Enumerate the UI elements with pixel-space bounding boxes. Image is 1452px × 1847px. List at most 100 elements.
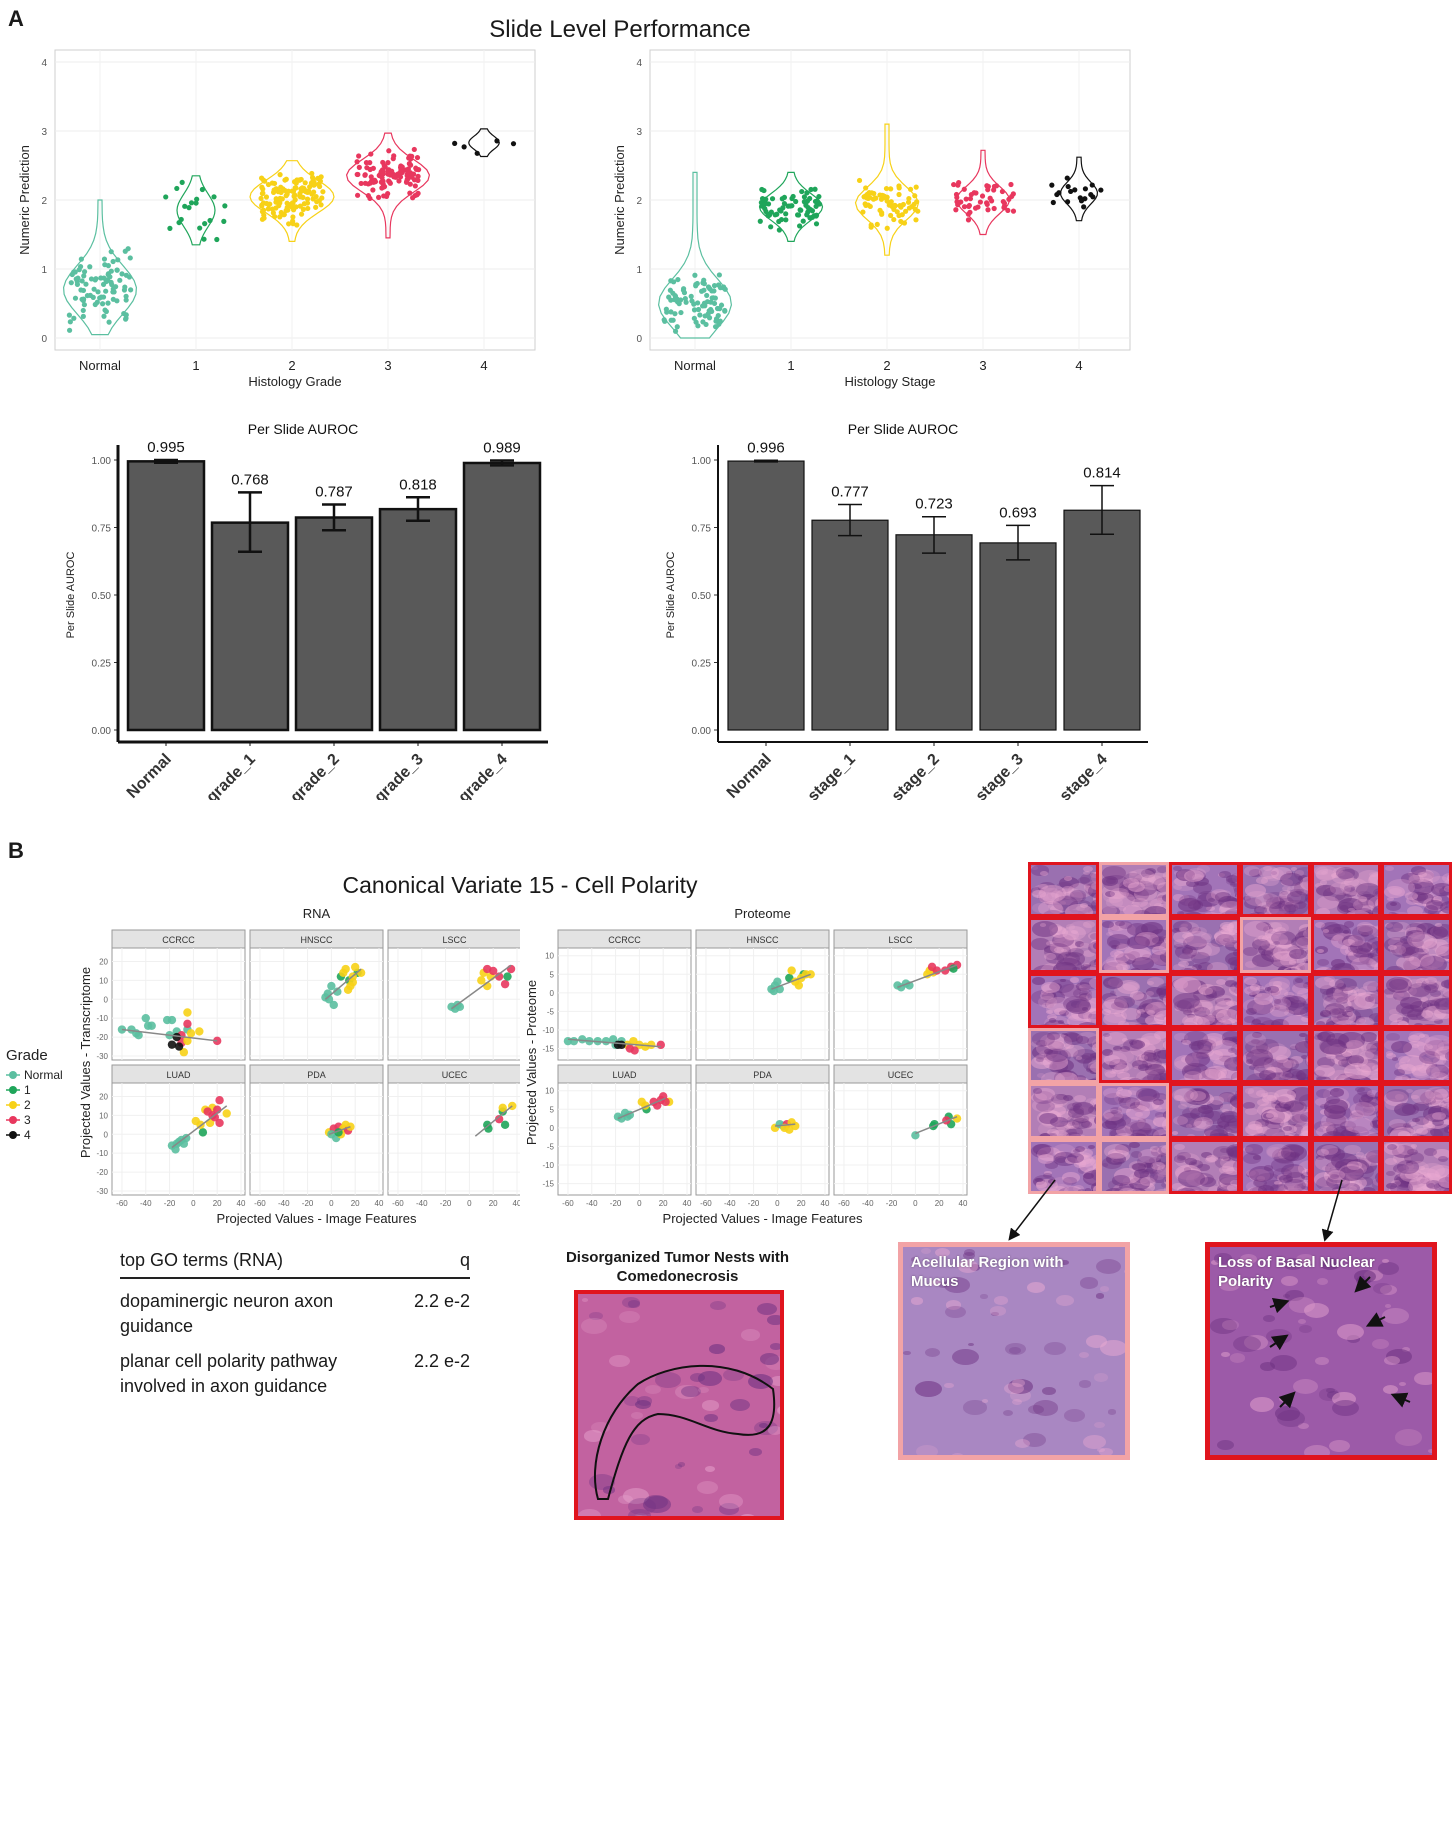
tissue-blob xyxy=(1146,1002,1165,1014)
data-point xyxy=(210,1113,220,1122)
tissue-blob xyxy=(1094,1421,1106,1429)
tissue-blob xyxy=(1339,905,1349,911)
data-point xyxy=(197,225,203,231)
data-point xyxy=(354,171,360,178)
data-point xyxy=(111,289,117,295)
data-point xyxy=(776,218,782,225)
data-point xyxy=(601,1036,611,1046)
tissue-blob xyxy=(1343,885,1356,893)
y-tick-label: 20 xyxy=(99,1092,108,1101)
data-point xyxy=(913,217,919,223)
y-tick-label: -20 xyxy=(96,1033,108,1042)
tissue-blob xyxy=(1059,1009,1070,1016)
tissue-blob xyxy=(1155,988,1167,995)
tissue-blob xyxy=(1137,1088,1160,1103)
tissue-blob xyxy=(1149,1002,1162,1010)
legend-title: Grade xyxy=(6,1047,48,1064)
data-point xyxy=(202,221,208,227)
tissue-blob xyxy=(1218,925,1229,932)
tissue-blob xyxy=(1031,989,1057,1006)
tissue-blob xyxy=(1146,986,1164,997)
data-point xyxy=(198,1128,208,1137)
tissue-blob xyxy=(1344,1063,1371,1079)
data-point xyxy=(279,196,285,202)
data-point xyxy=(681,290,688,296)
y-axis-title: Projected Values - Proteome xyxy=(524,980,539,1145)
data-point xyxy=(955,182,961,188)
x-tick-label: 40 xyxy=(821,1199,830,1208)
tissue-blob xyxy=(1139,968,1165,970)
tissue-blob xyxy=(1042,990,1056,999)
tissue-blob xyxy=(1082,865,1093,872)
data-point xyxy=(1081,204,1087,210)
go-header-term: top GO terms (RNA) xyxy=(120,1250,284,1270)
tissue-blob xyxy=(1071,929,1078,934)
tissue-blob xyxy=(1251,953,1275,968)
tissue-blob xyxy=(1368,956,1379,969)
arrow-icon xyxy=(1269,1297,1290,1314)
data-point xyxy=(1008,181,1014,188)
tissue-blob xyxy=(1388,911,1415,915)
tissue-blob xyxy=(1101,1009,1112,1015)
tissue-blob xyxy=(1141,921,1164,935)
tissue-blob xyxy=(1246,1049,1274,1066)
tissue-blob xyxy=(1052,961,1078,970)
data-point xyxy=(961,204,968,210)
data-point xyxy=(380,184,386,190)
data-point xyxy=(891,216,897,223)
tissue-blob xyxy=(1419,869,1441,883)
tissue-blob xyxy=(1232,1037,1237,1043)
tissue-blob xyxy=(1045,1002,1054,1008)
bar-stage_1 xyxy=(811,519,889,731)
x-axis-title: Projected Values - Image Features xyxy=(217,1211,417,1226)
tissue-blob xyxy=(1434,1046,1449,1061)
data-point xyxy=(88,276,95,282)
tissue-blob xyxy=(1357,890,1371,900)
tissue-blob xyxy=(1155,1014,1167,1021)
tissue-blob xyxy=(1129,1142,1140,1149)
x-tick-label: 40 xyxy=(513,1199,520,1208)
tissue-blob xyxy=(1302,928,1308,940)
tissue-blob xyxy=(1080,942,1090,949)
y-axis-title: Numeric Prediction xyxy=(612,145,627,255)
tissue-blob xyxy=(1249,984,1261,991)
tissue-blob xyxy=(1271,930,1296,946)
data-point xyxy=(73,276,79,282)
data-point xyxy=(965,217,972,223)
tissue-blob xyxy=(1044,953,1057,961)
tissue-blob xyxy=(1290,952,1301,960)
tissue-blob xyxy=(1385,921,1404,933)
tissue-blob xyxy=(1253,1155,1261,1160)
y-tick-label: 5 xyxy=(550,1105,555,1114)
tissue-blob xyxy=(1427,905,1449,915)
tissue-blob xyxy=(1002,1409,1013,1416)
data-point xyxy=(816,193,822,200)
tissue-blob xyxy=(1217,872,1226,878)
tissue-blob xyxy=(1295,1040,1308,1054)
tissue-blob xyxy=(1292,976,1308,988)
tissue-blob xyxy=(1373,961,1379,970)
histology-tile xyxy=(1169,1138,1240,1194)
tissue-blob xyxy=(1088,1010,1096,1025)
tissue-blob xyxy=(1267,911,1287,915)
tissue-blob xyxy=(1114,920,1125,927)
tissue-blob xyxy=(1395,955,1421,970)
tissue-blob xyxy=(1364,1150,1379,1165)
data-point xyxy=(769,196,776,202)
data-point xyxy=(362,180,368,186)
violin-Normal xyxy=(657,171,733,339)
data-point xyxy=(888,186,894,192)
tissue-blob xyxy=(1307,867,1308,874)
tissue-blob xyxy=(1409,937,1419,943)
tissue-blob xyxy=(1390,902,1397,907)
tissue-blob xyxy=(1032,889,1047,899)
tissue-blob xyxy=(1152,1008,1167,1021)
data-point xyxy=(856,177,863,184)
tissue-blob xyxy=(1295,937,1308,949)
tissue-blob xyxy=(1326,1053,1336,1060)
data-point xyxy=(167,1040,177,1049)
tissue-blob xyxy=(1080,965,1096,970)
x-tick-label: -40 xyxy=(862,1199,874,1208)
tissue-blob xyxy=(1333,934,1344,942)
tissue-blob xyxy=(1185,961,1195,967)
